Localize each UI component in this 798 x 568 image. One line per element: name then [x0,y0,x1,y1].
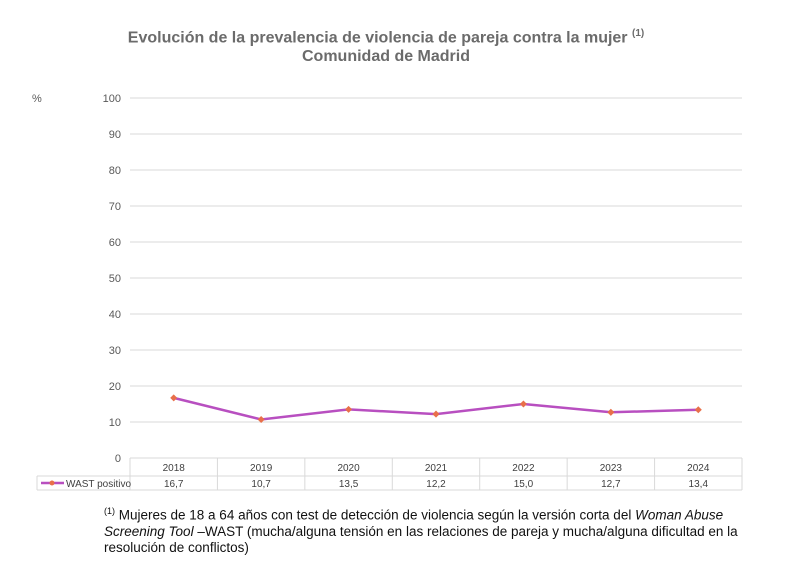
y-tick-label: 50 [109,273,121,285]
chart-subtitle: Comunidad de Madrid [302,48,470,65]
data-table-value: 15,0 [514,479,534,490]
y-tick-label: 80 [109,165,121,177]
footnote: (1) Mujeres de 18 a 64 años con test de … [104,503,764,556]
y-tick-label: 20 [109,381,121,393]
chart-title: Evolución de la prevalencia de violencia… [0,28,772,47]
data-table-value: 13,4 [689,479,709,490]
data-point [432,410,440,418]
data-table-value: 16,7 [164,479,184,490]
footnote-text-2: –WAST (mucha/alguna tensión en las relac… [104,523,738,555]
footnote-italic: Woman Abuse Screening Tool [104,507,724,539]
data-table-value: 13,5 [339,479,359,490]
x-category-label: 2023 [600,463,623,474]
y-tick-label: 40 [109,309,121,321]
y-tick-label: 90 [109,129,121,141]
y-tick-label: 10 [109,417,121,429]
x-category-label: 2018 [163,463,186,474]
footnote-text: Mujeres de 18 a 64 años con test de dete… [115,507,636,523]
data-point [170,394,178,402]
data-point [694,406,702,414]
legend-marker [49,480,55,486]
x-category-label: 2019 [250,463,273,474]
data-table-value: 10,7 [251,479,271,490]
data-table-value: 12,2 [426,479,446,490]
y-tick-label: 70 [109,201,121,213]
y-axis-label: % [32,93,42,105]
title-text: Evolución de la prevalencia de violencia… [127,29,628,47]
title-note: (1) [631,28,645,39]
y-tick-label: 30 [109,345,121,357]
data-table-value: 12,7 [601,479,621,490]
y-tick-label: 100 [103,93,121,105]
x-category-label: 2022 [512,463,535,474]
line-chart: 0 10 20 30 40 50 60 70 80 90 100% WAST positivo 2018… [32,93,743,491]
x-category-label: 2024 [687,463,710,474]
data-point [519,400,527,408]
x-category-label: 2021 [425,463,448,474]
x-category-label: 2020 [337,463,360,474]
data-point [257,415,265,424]
y-tick-label: 0 [115,453,121,465]
legend-label: WAST positivo [66,479,131,490]
y-tick-label: 60 [109,237,121,249]
footnote-mark: (1) [104,506,115,516]
data-point [345,405,353,413]
data-point [607,408,615,416]
